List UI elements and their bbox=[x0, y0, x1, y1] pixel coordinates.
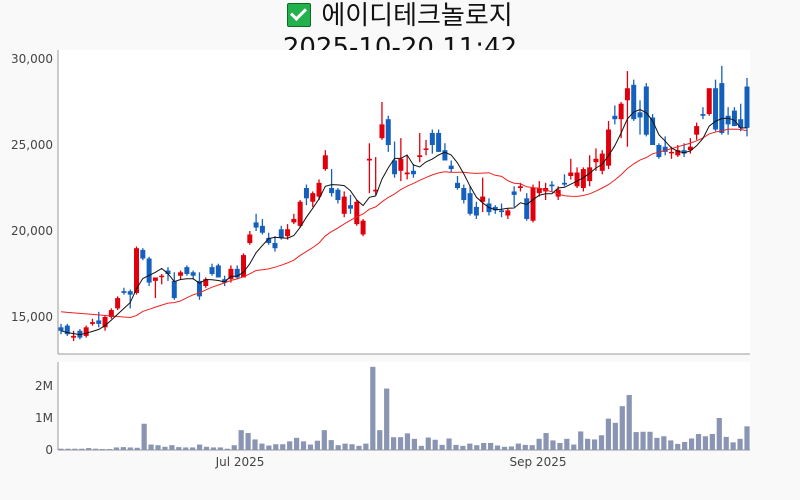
date-tick-label: Jul 2025 bbox=[215, 455, 265, 469]
volume-tick-label: 0 bbox=[45, 443, 53, 457]
price-tick-label: 20,000 bbox=[11, 224, 53, 238]
price-tick-label: 30,000 bbox=[11, 52, 53, 66]
ma5-line bbox=[60, 109, 748, 336]
volume-axis-ticks: 0 1M 2M bbox=[35, 379, 53, 457]
volume-tick-label: 1M bbox=[35, 411, 53, 425]
volume-bars bbox=[58, 366, 750, 450]
volume-plot-area bbox=[58, 362, 750, 450]
price-tick-label: 15,000 bbox=[11, 310, 53, 324]
volume-tick-label: 2M bbox=[35, 379, 53, 393]
date-axis-ticks: Jul 2025 Sep 2025 bbox=[215, 455, 567, 469]
check-mark-icon bbox=[287, 3, 312, 27]
price-tick-label: 25,000 bbox=[11, 138, 53, 152]
chart-title: 에이디테크놀로지 bbox=[0, 0, 800, 32]
price-axis-ticks: 15,000 20,000 25,000 30,000 bbox=[11, 52, 53, 324]
date-tick-label: Sep 2025 bbox=[510, 455, 567, 469]
company-name: 에이디테크놀로지 bbox=[321, 1, 513, 31]
ma20-line bbox=[60, 128, 748, 319]
